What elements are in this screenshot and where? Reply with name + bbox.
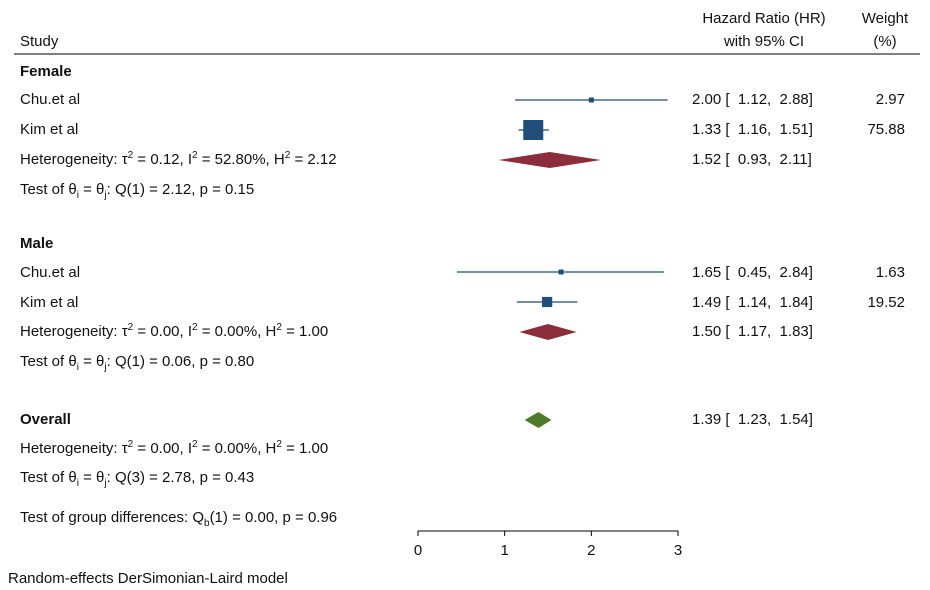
hr-column-header-line1: Hazard Ratio (HR) — [702, 10, 826, 27]
pooled-ci-text-female: 1.52 [ 0.93, 2.11] — [692, 151, 812, 168]
hr-column-header-line2: with 95% CI — [723, 33, 805, 50]
group-title-male: Male — [20, 235, 54, 252]
study-marker — [588, 97, 594, 103]
study-ci-text: 1.33 [ 1.16, 1.51] — [692, 121, 813, 138]
x-tick-label: 1 — [500, 542, 508, 559]
group-differences-test: Test of group differences: Qb(1) = 0.00,… — [20, 509, 338, 529]
group-title-female: Female — [20, 63, 72, 80]
study-name: Chu.et al — [20, 91, 81, 108]
study-name: Chu.et al — [20, 264, 81, 281]
study-name: Kim et al — [20, 121, 79, 138]
study-ci-text: 2.00 [ 1.12, 2.88] — [692, 91, 813, 108]
x-tick-label: 3 — [674, 542, 682, 559]
model-footnote: Random-effects DerSimonian-Laird model — [8, 570, 288, 587]
study-weight: 1.63 — [875, 264, 905, 281]
study-marker — [558, 269, 564, 275]
heterogeneity-overall: Heterogeneity: τ2 = 0.00, I2 = 0.00%, H2… — [20, 439, 329, 458]
overall-title: Overall — [20, 411, 71, 428]
test-theta-male: Test of θi = θj: Q(1) = 0.06, p = 0.80 — [20, 353, 255, 373]
test-theta-female: Test of θi = θj: Q(1) = 2.12, p = 0.15 — [20, 181, 255, 201]
study-weight: 19.52 — [867, 294, 905, 311]
weight-column-header-line1: Weight — [861, 10, 909, 27]
overall-diamond — [524, 412, 552, 428]
pooled-ci-text-male: 1.50 [ 1.17, 1.83] — [692, 323, 813, 340]
subgroup-diamond — [498, 152, 601, 168]
heterogeneity-male: Heterogeneity: τ2 = 0.00, I2 = 0.00%, H2… — [20, 322, 329, 341]
subgroup-diamond — [519, 324, 577, 340]
test-theta-overall: Test of θi = θj: Q(3) = 2.78, p = 0.43 — [20, 469, 255, 489]
study-weight: 2.97 — [875, 91, 905, 108]
heterogeneity-female: Heterogeneity: τ2 = 0.12, I2 = 52.80%, H… — [20, 150, 337, 169]
weight-column-header-line2: (%) — [873, 33, 897, 50]
study-column-header: Study — [20, 33, 59, 50]
study-marker — [523, 120, 544, 140]
study-weight: 75.88 — [867, 121, 905, 138]
x-tick-label: 2 — [587, 542, 595, 559]
study-ci-text: 1.49 [ 1.14, 1.84] — [692, 294, 813, 311]
study-marker — [542, 296, 553, 308]
x-tick-label: 0 — [414, 542, 422, 559]
study-ci-text: 1.65 [ 0.45, 2.84] — [692, 264, 813, 281]
study-name: Kim et al — [20, 294, 79, 311]
overall-ci-text: 1.39 [ 1.23, 1.54] — [692, 411, 813, 428]
